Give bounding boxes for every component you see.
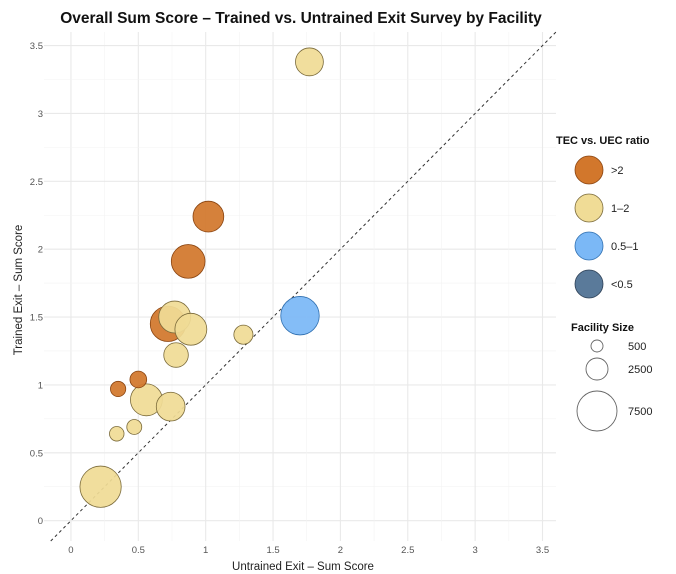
data-points (79, 47, 324, 508)
y-tick-label: 1 (38, 380, 43, 391)
legend-label: <0.5 (611, 279, 633, 291)
y-tick-label: 3 (38, 109, 43, 120)
y-tick-label: 2 (38, 245, 43, 256)
legend-swatch (574, 193, 604, 223)
legend-label: 0.5–1 (611, 241, 639, 253)
grid (44, 32, 556, 541)
legend-swatch (574, 231, 604, 261)
data-point (163, 342, 189, 368)
data-point (170, 244, 206, 279)
size-legend-label: 500 (628, 341, 646, 353)
data-point (280, 296, 320, 336)
data-point (79, 465, 122, 508)
data-point (192, 200, 225, 233)
x-tick-label: 1 (203, 545, 208, 556)
size-legend-circle (585, 357, 609, 381)
y-tick-label: 0.5 (30, 448, 43, 459)
color-legend-title: TEC vs. UEC ratio (556, 135, 650, 147)
legend-label: 1–2 (611, 203, 629, 215)
size-legend: Facility Size 500 2500 7500 (571, 322, 652, 432)
data-point (129, 370, 148, 389)
color-legend: TEC vs. UEC ratio >2 1–2 0.5–1 <0.5 (556, 135, 650, 299)
legend-swatch (574, 155, 604, 185)
size-legend-label: 2500 (628, 364, 652, 376)
size-legend-title: Facility Size (571, 322, 634, 334)
y-tick-label: 1.5 (30, 313, 43, 324)
x-tick-label: 3.5 (536, 545, 549, 556)
x-axis-label: Untrained Exit – Sum Score (232, 561, 374, 573)
x-tick-label: 3 (473, 545, 478, 556)
y-axis-label: Trained Exit – Sum Score (13, 225, 25, 356)
x-tick-label: 2.5 (401, 545, 414, 556)
data-point (233, 324, 254, 345)
y-axis-ticks: 0 0.5 1 1.5 2 2.5 3 3.5 (30, 41, 43, 527)
y-tick-label: 3.5 (30, 41, 43, 52)
identity-line (50, 31, 557, 542)
data-point (109, 426, 125, 442)
x-tick-label: 2 (338, 545, 343, 556)
x-tick-label: 1.5 (266, 545, 279, 556)
data-point (155, 391, 186, 422)
size-legend-circle (576, 390, 618, 432)
x-tick-label: 0.5 (132, 545, 145, 556)
data-point (110, 380, 127, 398)
x-tick-label: 0 (68, 545, 73, 556)
size-legend-label: 7500 (628, 406, 652, 418)
y-tick-label: 2.5 (30, 177, 43, 188)
x-axis-ticks: 0 0.5 1 1.5 2 2.5 3 3.5 (68, 545, 549, 556)
legend-label: >2 (611, 165, 624, 177)
legend-swatch (574, 269, 604, 299)
y-tick-label: 0 (38, 516, 43, 527)
size-legend-circle (590, 339, 604, 353)
data-point (174, 312, 208, 346)
data-point (126, 419, 143, 435)
data-point (295, 47, 324, 77)
reference-line (50, 31, 557, 542)
chart-title: Overall Sum Score – Trained vs. Untraine… (60, 10, 542, 27)
